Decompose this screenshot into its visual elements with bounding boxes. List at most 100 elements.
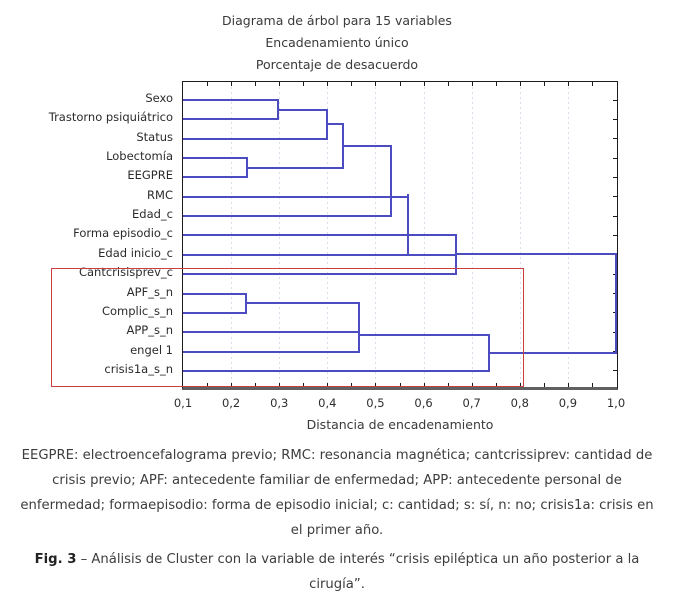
axis-tick <box>447 82 449 86</box>
x-tick-label: 0,7 <box>462 396 481 410</box>
x-tick-label: 1,0 <box>606 396 626 410</box>
dendrogram-segment <box>183 157 247 160</box>
leaf-label: APP_s_n <box>126 323 173 338</box>
dendrogram-segment <box>488 351 616 354</box>
dendrogram-segment <box>342 145 392 148</box>
dendrogram-segment <box>183 99 278 101</box>
axis-tick <box>399 82 401 86</box>
leaf-label: Lobectomía <box>106 149 173 164</box>
axis-tick <box>471 383 473 387</box>
leaf-label: crisis1a_s_n <box>104 361 173 376</box>
leaf-label: Forma episodio_c <box>73 226 173 241</box>
axis-tick <box>207 383 209 387</box>
dendrogram-segment <box>357 302 360 353</box>
axis-tick <box>327 383 329 387</box>
axis-tick <box>303 82 305 86</box>
dendrogram-segment <box>183 311 247 314</box>
figure-caption-text: – Análisis de Cluster con la variable de… <box>76 552 640 567</box>
x-tick-label: 0,2 <box>221 396 241 410</box>
figure-caption: Fig. 3 – Análisis de Cluster con la vari… <box>14 547 660 597</box>
dendrogram-segment <box>183 215 392 218</box>
dendrogram-segment <box>358 334 489 337</box>
axis-tick <box>327 82 329 86</box>
dendrogram-segment <box>183 369 489 372</box>
x-tick-label: 0,6 <box>414 396 433 410</box>
x-tick-label: 0,5 <box>366 396 385 410</box>
axis-tick <box>543 383 545 387</box>
gridline <box>567 82 569 387</box>
leaf-label: APF_s_n <box>126 284 173 299</box>
x-axis-tick-labels: 0,1 0,2 0,3 0,4 0,5 0,6 0,7 0,8 0,9 1,0 <box>0 396 674 412</box>
highlight-rectangle <box>51 268 524 387</box>
axis-tick <box>471 82 473 86</box>
chart-subtitle-metric: Porcentaje de desacuerdo <box>255 57 419 72</box>
dendrogram-segment <box>615 253 617 354</box>
x-tick-label: 0,3 <box>270 396 289 410</box>
leaf-label: EEGPRE <box>127 168 173 183</box>
axis-tick <box>351 383 353 387</box>
axis-tick <box>591 383 593 387</box>
axis-tick <box>279 383 281 387</box>
dendrogram-segment <box>183 331 359 334</box>
figure-caption-line1: Fig. 3 – Análisis de Cluster con la vari… <box>14 547 660 572</box>
axis-tick <box>613 138 617 140</box>
dendrogram-segment <box>183 273 457 276</box>
axis-tick <box>613 157 617 159</box>
leaf-label: Edad_c <box>132 207 173 222</box>
dendrogram-segment <box>456 253 616 256</box>
leaf-label: RMC <box>147 187 173 202</box>
dendrogram-plot <box>182 81 618 390</box>
dendrogram-segment <box>277 108 327 111</box>
axis-tick <box>543 82 545 86</box>
x-tick-label: 0,4 <box>318 396 337 410</box>
axis-tick <box>423 383 425 387</box>
dendrogram-segment <box>390 145 393 218</box>
axis-tick <box>255 82 257 86</box>
x-tick-label: 0,1 <box>173 396 193 410</box>
abbreviations-caption: EEGPRE: electroencefalograma previo; RMC… <box>14 443 660 543</box>
x-axis-title: Distancia de encadenamiento <box>306 417 494 432</box>
leaf-label: Sexo <box>145 91 173 105</box>
axis-tick <box>279 82 281 86</box>
dendrogram-segment <box>246 166 343 169</box>
chart-titles: Diagrama de árbol para 15 variables Enca… <box>0 10 674 76</box>
gridline <box>471 82 473 387</box>
dendrogram-segment <box>406 193 409 256</box>
leaf-label-column: Sexo Trastorno psiquiátrico Status Lobectom… <box>0 81 177 388</box>
chart-title: Diagrama de árbol para 15 variables <box>222 13 452 28</box>
x-tick-label: 0,9 <box>558 396 578 410</box>
dendrogram-segment <box>183 195 408 198</box>
axis-tick <box>591 82 593 86</box>
axis-tick <box>613 215 617 217</box>
leaf-label: engel 1 <box>130 342 173 357</box>
dendrogram-segment <box>183 350 359 353</box>
axis-tick <box>231 383 233 387</box>
axis-tick <box>567 82 569 86</box>
dendrogram-segment <box>246 302 359 305</box>
axis-tick <box>495 383 497 387</box>
caption-line: enfermedad; formaepisodio: forma de epis… <box>20 498 654 513</box>
figure-caption-line2: cirugía”. <box>309 577 365 592</box>
axis-tick <box>231 82 233 86</box>
dendrogram-segment <box>183 234 457 237</box>
axis-tick <box>351 82 353 86</box>
leaf-label: Edad inicio_c <box>98 245 173 260</box>
axis-tick <box>375 82 377 86</box>
leaf-label: Complic_s_n <box>101 303 173 318</box>
dendrogram-segment <box>183 137 327 140</box>
chart-subtitle-method: Encadenamiento único <box>265 35 409 50</box>
axis-tick <box>495 82 497 86</box>
figure-label: Fig. 3 <box>34 552 77 567</box>
dendrogram-segment <box>183 118 278 121</box>
axis-tick <box>613 176 617 178</box>
leaf-label: Status <box>136 129 173 144</box>
axis-tick <box>255 383 257 387</box>
axis-tick <box>399 383 401 387</box>
dendrogram-segment <box>183 253 457 256</box>
axis-tick <box>207 82 209 86</box>
leaf-label: Trastorno psiquiátrico <box>48 110 173 125</box>
axis-tick <box>303 383 305 387</box>
axis-tick <box>375 383 377 387</box>
axis-tick <box>613 234 617 236</box>
